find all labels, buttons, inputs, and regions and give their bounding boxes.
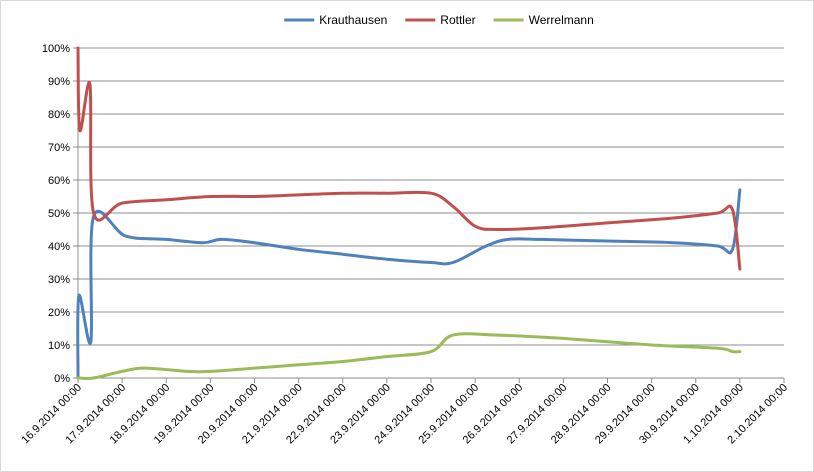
legend: Krauthausen Rottler Werrelmann: [284, 13, 594, 27]
y-tick-label: 10%: [48, 340, 70, 352]
series-line-krauthausen: [76, 188, 742, 380]
legend-label: Rottler: [440, 13, 475, 27]
legend-entry-rottler: Rottler: [405, 13, 476, 27]
y-tick-label: 90%: [48, 76, 70, 88]
y-tick-label: 70%: [48, 142, 70, 154]
axes: [73, 47, 785, 383]
legend-entry-krauthausen: Krauthausen: [284, 13, 387, 27]
y-tick-label: 30%: [48, 274, 70, 286]
series-line-rottler: [76, 46, 742, 271]
y-tick-label: 60%: [48, 175, 70, 187]
y-tick-label: 0%: [54, 373, 70, 385]
series-line-werrelmann: [76, 332, 742, 380]
y-tick-label: 100%: [42, 43, 70, 55]
y-axis-tick-labels: 0% 10% 20% 30% 40% 50% 60% 70% 80% 90% 100%: [42, 43, 70, 385]
series-lines: [76, 46, 742, 380]
y-tick-label: 80%: [48, 109, 70, 121]
y-tick-label: 50%: [48, 208, 70, 220]
gridlines: [78, 47, 784, 346]
legend-entry-werrelmann: Werrelmann: [493, 13, 594, 27]
legend-label: Werrelmann: [529, 13, 594, 27]
y-tick-label: 40%: [48, 241, 70, 253]
y-tick-label: 20%: [48, 307, 70, 319]
legend-label: Krauthausen: [319, 13, 387, 27]
